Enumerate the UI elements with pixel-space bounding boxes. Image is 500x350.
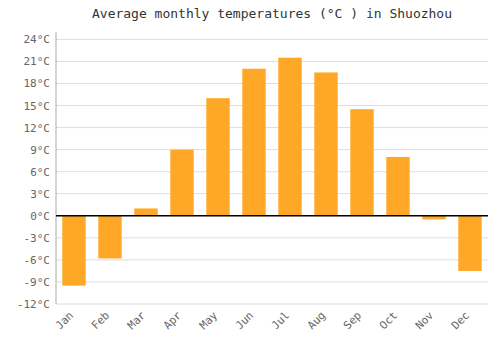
title: Average monthly temperatures (°C ) in Sh… — [92, 6, 452, 21]
grid-line — [56, 127, 488, 128]
y-tick-label: 21°C — [24, 55, 51, 68]
grid-line — [56, 259, 488, 260]
x-tick-label: Aug — [305, 309, 328, 332]
bar — [278, 58, 301, 216]
bar — [386, 157, 409, 216]
x-tick-label: Apr — [161, 309, 185, 333]
y-tick-label: 9°C — [30, 144, 50, 157]
grid-line — [56, 215, 488, 216]
y-tick-label: 15°C — [24, 100, 51, 113]
bar — [170, 150, 193, 216]
bar — [350, 109, 373, 216]
x-tick-label: Oct — [377, 309, 400, 332]
grid-line — [56, 39, 488, 40]
y-tick-label: -9°C — [24, 276, 51, 289]
y-tick-label: 12°C — [24, 122, 51, 135]
bar — [242, 69, 265, 216]
x-tick-label: Jul — [269, 309, 292, 332]
y-tick-label: 18°C — [24, 77, 51, 90]
x-tick-label: Sep — [341, 309, 364, 332]
grid-line — [56, 61, 488, 62]
bar — [98, 216, 121, 259]
x-tick-label: Nov — [413, 309, 437, 333]
bar — [314, 72, 337, 215]
y-tick-label: -12°C — [17, 298, 50, 311]
grid-line — [56, 281, 488, 282]
x-tick-label: Jan — [53, 309, 76, 332]
x-tick-label: Dec — [449, 309, 472, 332]
grid-line — [56, 105, 488, 106]
chart: Average monthly temperatures (°C ) in Sh… — [0, 0, 500, 350]
y-tick-label: -3°C — [24, 232, 51, 245]
x-tick-label: Jun — [233, 309, 256, 332]
bar — [458, 216, 481, 271]
y-tick-label: 3°C — [30, 188, 50, 201]
grid-line — [56, 193, 488, 194]
y-tick-label: 24°C — [24, 33, 51, 46]
x-tick-label: Feb — [89, 309, 112, 332]
x-tick-label: Mar — [125, 309, 149, 333]
y-tick-label: 6°C — [30, 166, 50, 179]
grid-line — [56, 149, 488, 150]
baseline — [56, 215, 488, 217]
grid — [56, 39, 488, 304]
y-tick-label: -6°C — [24, 254, 51, 267]
grid-line — [56, 171, 488, 172]
x-tick-label: May — [197, 309, 221, 333]
bar — [62, 216, 85, 286]
y-axis-line — [56, 32, 57, 304]
y-tick-label: 0°C — [30, 210, 50, 223]
bars — [56, 58, 488, 286]
grid-line — [56, 304, 488, 305]
grid-line — [56, 83, 488, 84]
bar — [206, 98, 229, 216]
bar — [134, 208, 157, 215]
